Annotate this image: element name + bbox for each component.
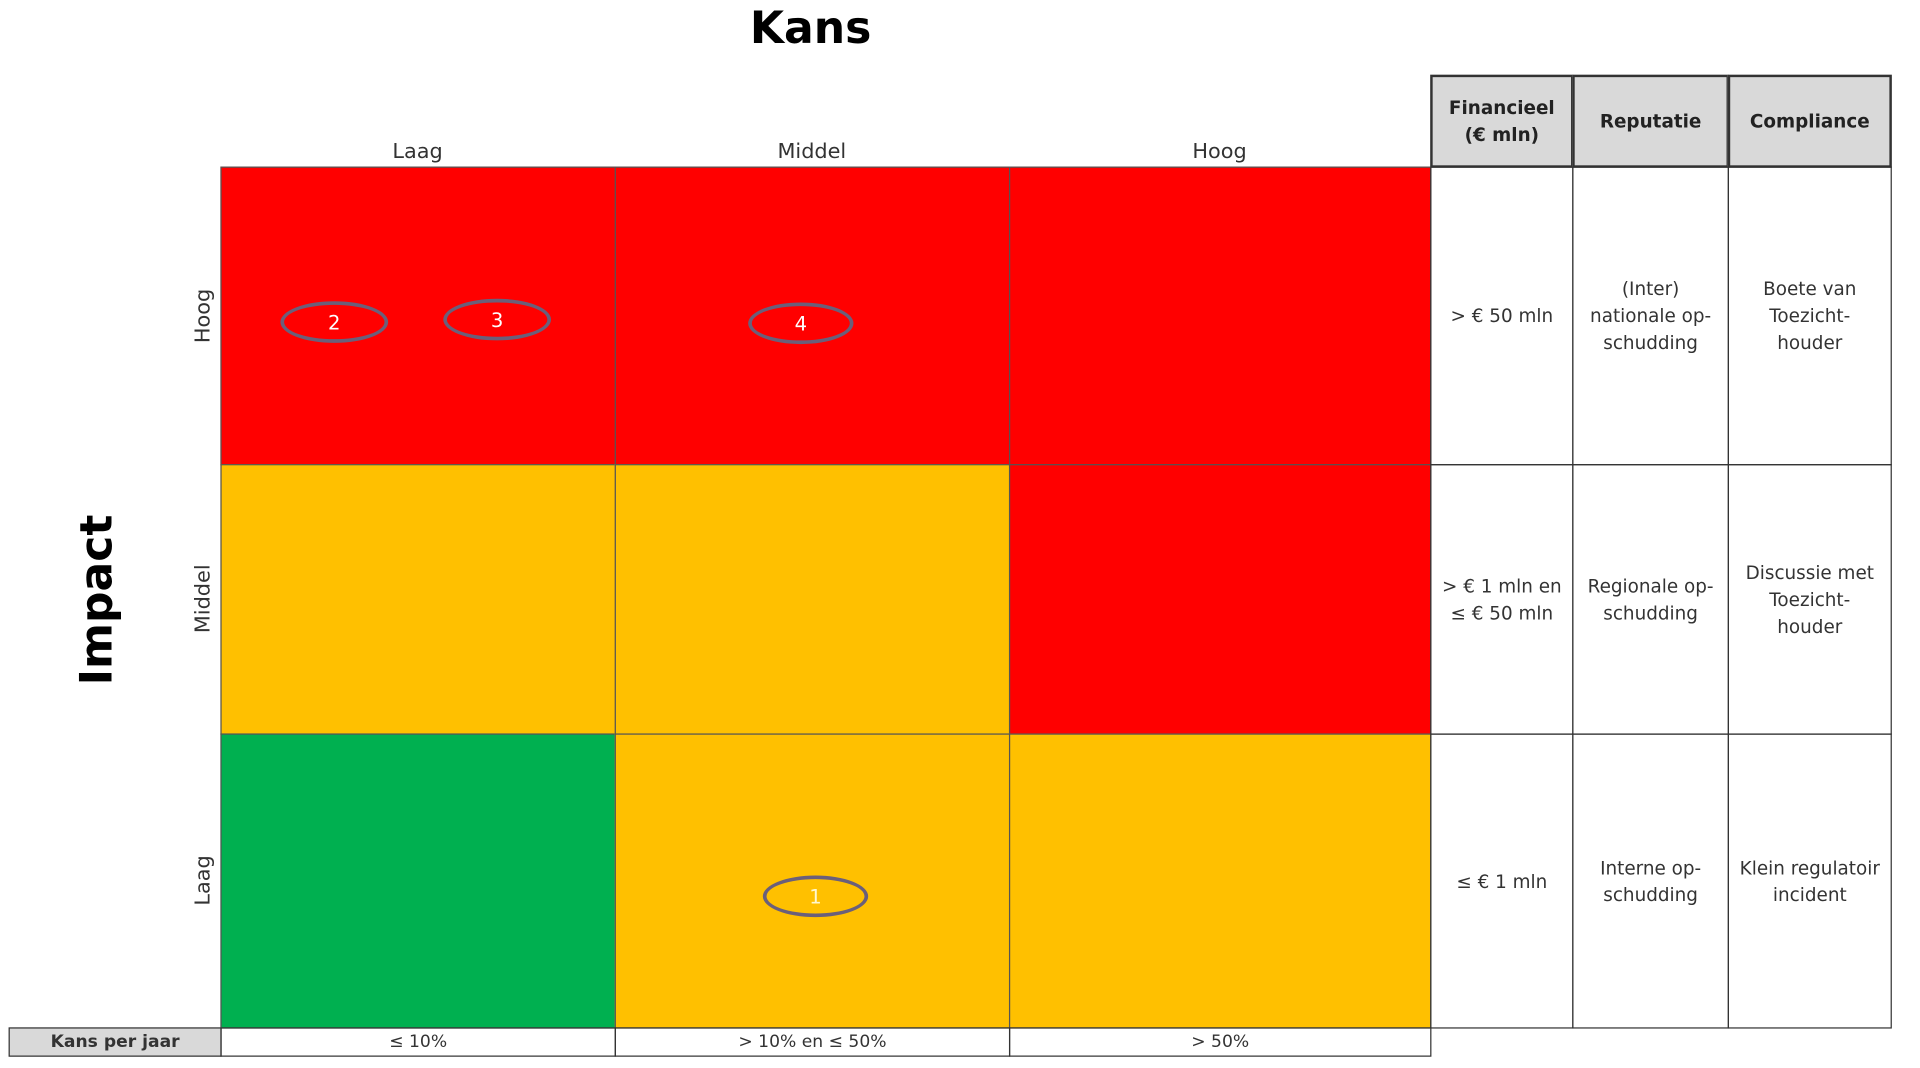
- footer-value: > 50%: [1008, 1027, 1432, 1057]
- risk-marker: 3: [443, 298, 552, 341]
- matrix-cell: [1008, 733, 1432, 1029]
- footer-label: Kans per jaar: [8, 1027, 222, 1057]
- column-label: Laag: [392, 139, 443, 165]
- row-label: Hoog: [191, 288, 216, 343]
- table-header: Financieel (€ mln): [1430, 74, 1574, 168]
- matrix-cell: [220, 464, 616, 735]
- column-label: Middel: [777, 139, 847, 165]
- matrix-cell: [614, 464, 1011, 735]
- risk-marker: 1: [762, 875, 869, 918]
- table-cell: Interne op- schudding: [1572, 733, 1729, 1029]
- y-title: Impact: [72, 514, 123, 686]
- table-cell: Klein regulatoir incident: [1727, 733, 1892, 1029]
- table-cell: Discussie met Toezicht- houder: [1727, 464, 1892, 735]
- table-cell: Regionale op- schudding: [1572, 464, 1729, 735]
- table-cell: Boete van Toezicht- houder: [1727, 166, 1892, 466]
- table-cell: > € 1 mln en ≤ € 50 mln: [1430, 464, 1574, 735]
- matrix-cell: [1008, 166, 1432, 466]
- footer-value: ≤ 10%: [220, 1027, 616, 1057]
- column-label: Hoog: [1192, 139, 1247, 165]
- table-header: Compliance: [1727, 74, 1892, 168]
- risk-marker: 4: [748, 302, 854, 345]
- table-cell: (Inter) nationale op- schudding: [1572, 166, 1729, 466]
- matrix-cell: [220, 166, 616, 466]
- matrix-cell: [220, 733, 616, 1029]
- row-label: Laag: [191, 855, 216, 906]
- row-label: Middel: [191, 564, 216, 634]
- risk-marker: 2: [280, 301, 389, 343]
- table-cell: > € 50 mln: [1430, 166, 1574, 466]
- table-cell: ≤ € 1 mln: [1430, 733, 1574, 1029]
- title: Kans: [749, 3, 872, 54]
- footer-value: > 10% en ≤ 50%: [614, 1027, 1011, 1057]
- table-header: Reputatie: [1572, 74, 1729, 168]
- matrix-cell: [1008, 464, 1432, 735]
